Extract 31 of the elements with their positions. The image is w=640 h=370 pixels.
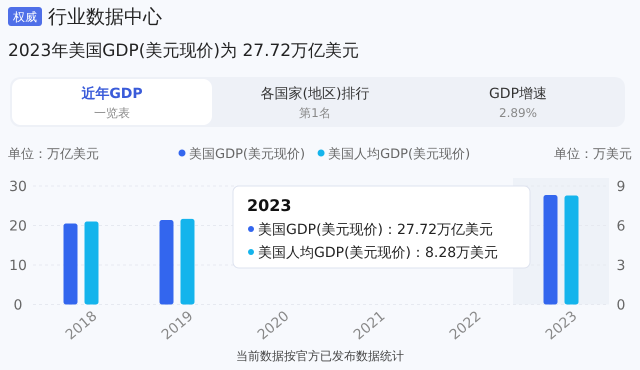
annotation: 美国GDP(美元现价)：27.72万亿美元 [258,222,494,238]
bar [564,195,578,304]
y-axis-title: 单位：万亿美元 [8,146,99,162]
bar [64,224,78,304]
text: 各国家(地区)排行 [260,86,370,102]
chart-title: 2023年美国GDP(美元现价)为 27.72万亿美元 [8,41,360,61]
y2-axis-title: 单位：万美元 [554,146,632,162]
bar [160,220,174,304]
bar [84,222,98,304]
y-tick-label: 10 [9,258,27,274]
y-tick-label: 30 [9,179,27,195]
text: 当前数据按官方已发布数据统计 [236,349,404,363]
text: GDP增速 [488,86,548,102]
bar [180,218,194,304]
annotation: 2023 [247,196,292,215]
text: 行业数据中心 [48,6,162,28]
annotation: 美国人均GDP(美元现价)：8.28万美元 [258,245,498,261]
text: 权威 [12,10,37,24]
bar [544,195,558,304]
y-tick-label: 0 [14,298,22,314]
y2-tick-label: 0 [616,298,626,314]
text: 2.89% [498,106,538,120]
y2-tick-label: 9 [616,179,626,195]
text: 第1名 [299,106,331,120]
y2-tick-label: 3 [616,258,626,274]
y2-tick-label: 6 [616,218,626,234]
text: 一览表 [94,106,130,120]
legend-label: 美国GDP(美元现价) [189,146,306,162]
legend-label: 美国人均GDP(美元现价) [328,146,470,162]
y-tick-label: 20 [9,218,27,234]
text: 近年GDP [80,85,143,102]
